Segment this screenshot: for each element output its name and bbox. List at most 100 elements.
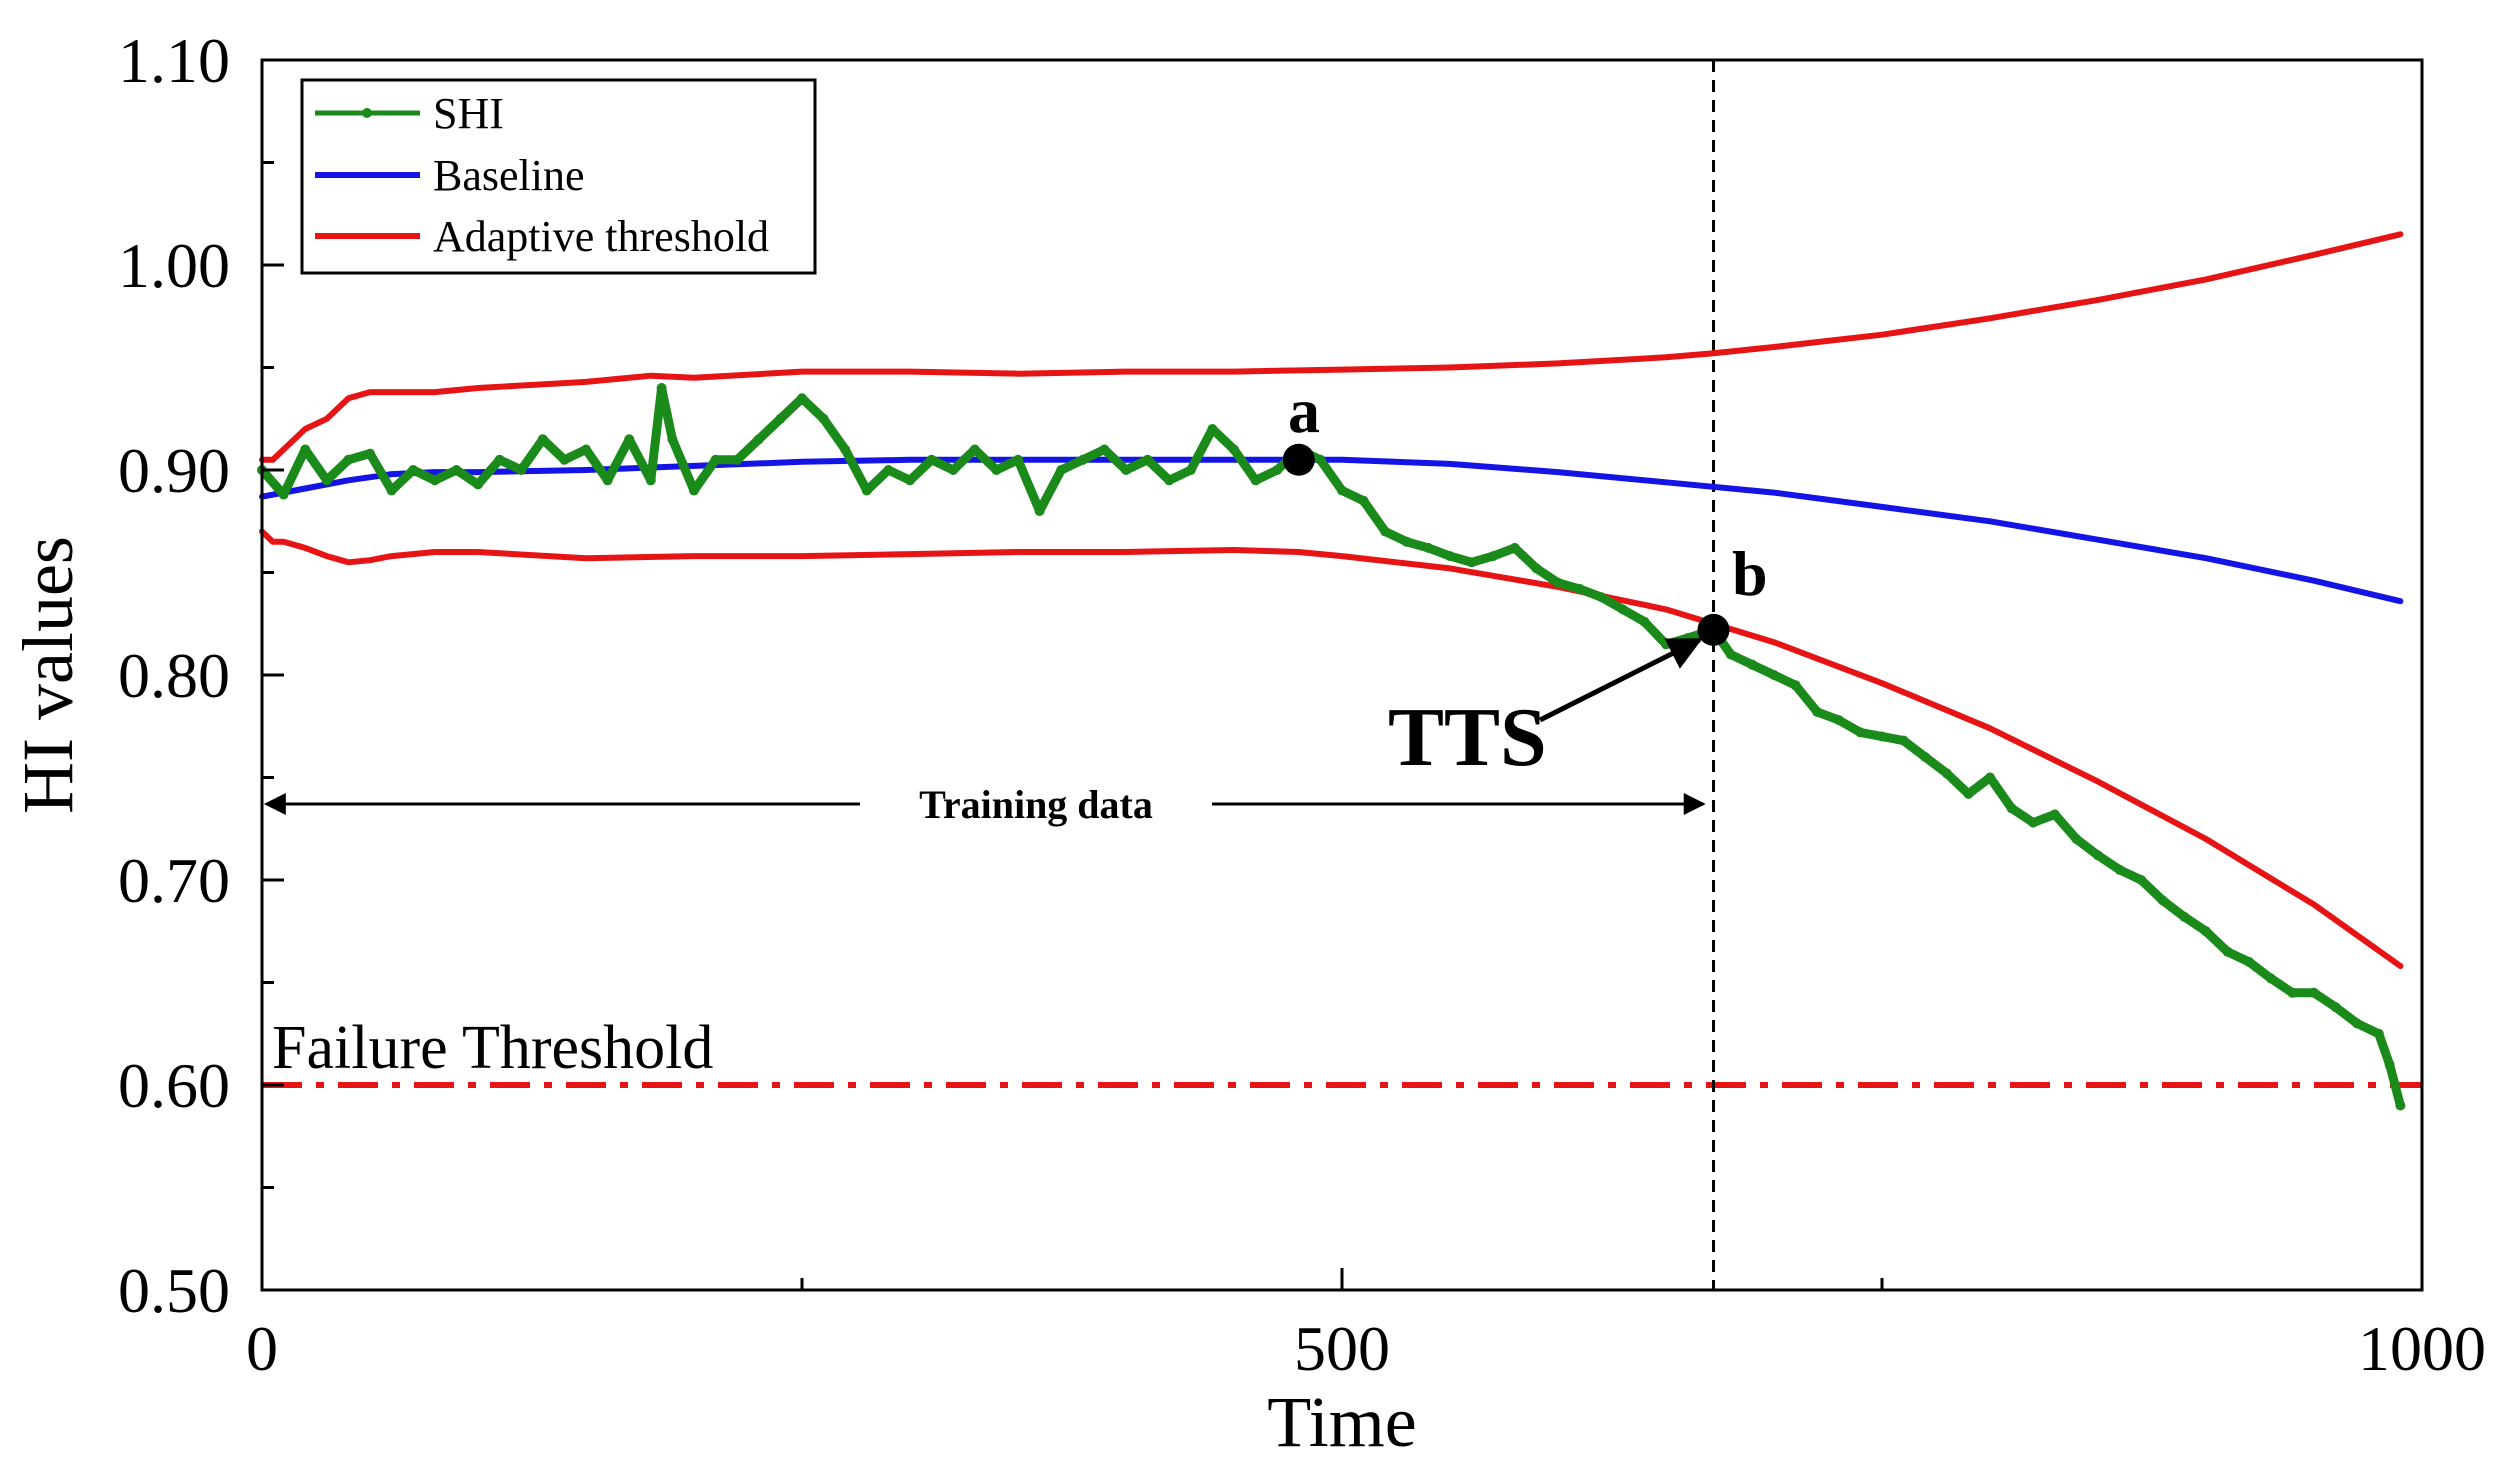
- shi-point: [1509, 542, 1520, 553]
- shi-point: [300, 444, 311, 455]
- shi-point: [689, 485, 699, 496]
- shi-point: [1985, 772, 1995, 783]
- shi-point: [656, 383, 667, 393]
- shi-point: [861, 485, 872, 496]
- shi-point: [408, 465, 419, 475]
- shi-point: [1661, 639, 1671, 650]
- y-tick-label: 0.50: [118, 1255, 230, 1326]
- point-b-marker: [1697, 613, 1730, 646]
- shi-point: [1250, 475, 1261, 486]
- shi-point: [2287, 987, 2298, 998]
- shi-point: [516, 465, 527, 475]
- shi-point: [1142, 454, 1153, 465]
- shi-point: [1941, 768, 1952, 779]
- shi-point: [1164, 475, 1175, 486]
- shi-point: [2373, 1028, 2384, 1039]
- shi-point: [1034, 506, 1045, 516]
- shi-point: [2179, 911, 2190, 922]
- shi-point: [1531, 563, 1542, 574]
- shi-point: [1769, 670, 1779, 680]
- shi-line: [257, 383, 2405, 1110]
- shi-point: [1315, 454, 1326, 465]
- shi-point: [365, 448, 375, 459]
- shi-point: [840, 444, 851, 455]
- training-data-label: Training data: [919, 782, 1153, 827]
- shi-point: [1401, 536, 1412, 547]
- shi-point: [2222, 946, 2233, 957]
- shi-point: [1617, 604, 1628, 615]
- shi-point: [732, 454, 743, 465]
- shi-point: [1358, 495, 1369, 506]
- x-tick-label: 500: [1294, 1313, 1390, 1384]
- plot-area: [257, 60, 2422, 1290]
- shi-point: [537, 434, 548, 445]
- shi-point: [1121, 465, 1131, 475]
- shi-point: [429, 475, 440, 486]
- shi-point: [667, 434, 678, 445]
- shi-point: [1833, 715, 1844, 726]
- failure-threshold-label: Failure Threshold: [272, 1014, 713, 1082]
- shi-point: [1466, 557, 1477, 568]
- point-a-marker: [1282, 443, 1315, 476]
- y-tick-label: 0.60: [118, 1050, 230, 1121]
- shi-point: [797, 393, 807, 404]
- axes: 0.50 0.60 0.70 0.80 0.90 1.00 1.10 0 500 1000 Time…: [8, 25, 2486, 1462]
- shi-point: [948, 465, 959, 475]
- point-b-label: b: [1732, 538, 1768, 609]
- shi-point: [1423, 542, 1434, 553]
- annotations: Failure Threshold a b TTS Training data: [263, 375, 1768, 1082]
- shi-point: [1272, 465, 1283, 475]
- shi-point: [581, 444, 591, 455]
- shi-point: [926, 454, 937, 465]
- x-tick-label: 1000: [2358, 1313, 2486, 1384]
- shi-point: [1963, 788, 1974, 799]
- adaptive-threshold-lower-line: [259, 528, 2404, 970]
- shi-point: [2049, 809, 2060, 820]
- shi-point: [624, 434, 635, 445]
- y-tick-label: 0.70: [118, 845, 230, 916]
- shi-point: [2136, 875, 2147, 885]
- shi-point: [753, 434, 764, 445]
- shi-point: [1639, 616, 1650, 627]
- shi-point: [343, 454, 354, 465]
- shi-point: [386, 485, 397, 496]
- shi-point: [2028, 817, 2039, 828]
- shi-point: [818, 413, 829, 424]
- y-tick-label: 0.90: [118, 435, 230, 506]
- shi-point: [1596, 592, 1607, 603]
- shi-point: [2265, 973, 2276, 984]
- shi-point: [1185, 465, 1196, 475]
- legend-label-adaptive: Adaptive threshold: [433, 212, 769, 261]
- shi-point: [1877, 731, 1887, 742]
- legend-label-baseline: Baseline: [433, 151, 585, 200]
- x-axis-title: Time: [1267, 1382, 1416, 1462]
- point-a-label: a: [1288, 375, 1320, 446]
- shi-point: [1099, 444, 1110, 455]
- x-tick-label: 0: [246, 1313, 278, 1384]
- tts-label: TTS: [1388, 691, 1547, 784]
- shi-point: [2244, 957, 2255, 967]
- shi-point: [1013, 454, 1023, 465]
- shi-point: [278, 489, 289, 500]
- shi-point: [1553, 577, 1563, 588]
- shi-point: [1056, 465, 1067, 475]
- shi-point: [969, 444, 980, 455]
- shi-point: [905, 475, 915, 486]
- legend-marker-shi: [362, 108, 372, 118]
- legend-label-shi: SHI: [433, 89, 504, 138]
- y-tick-label: 1.00: [118, 230, 230, 301]
- shi-point: [1337, 485, 1347, 496]
- shi-point: [1790, 680, 1801, 691]
- shi-point: [1920, 752, 1931, 762]
- y-tick-label: 0.80: [118, 640, 230, 711]
- adaptive-threshold-upper-line: [259, 231, 2404, 463]
- shi-point: [2352, 1018, 2363, 1029]
- shi-point: [645, 475, 656, 486]
- shi-point: [2201, 926, 2211, 937]
- shi-point: [1747, 659, 1758, 670]
- shi-point: [1488, 551, 1499, 562]
- shi-point: [559, 454, 570, 465]
- shi-point: [2093, 850, 2103, 861]
- legend: SHI Baseline Adaptive threshold: [300, 78, 817, 275]
